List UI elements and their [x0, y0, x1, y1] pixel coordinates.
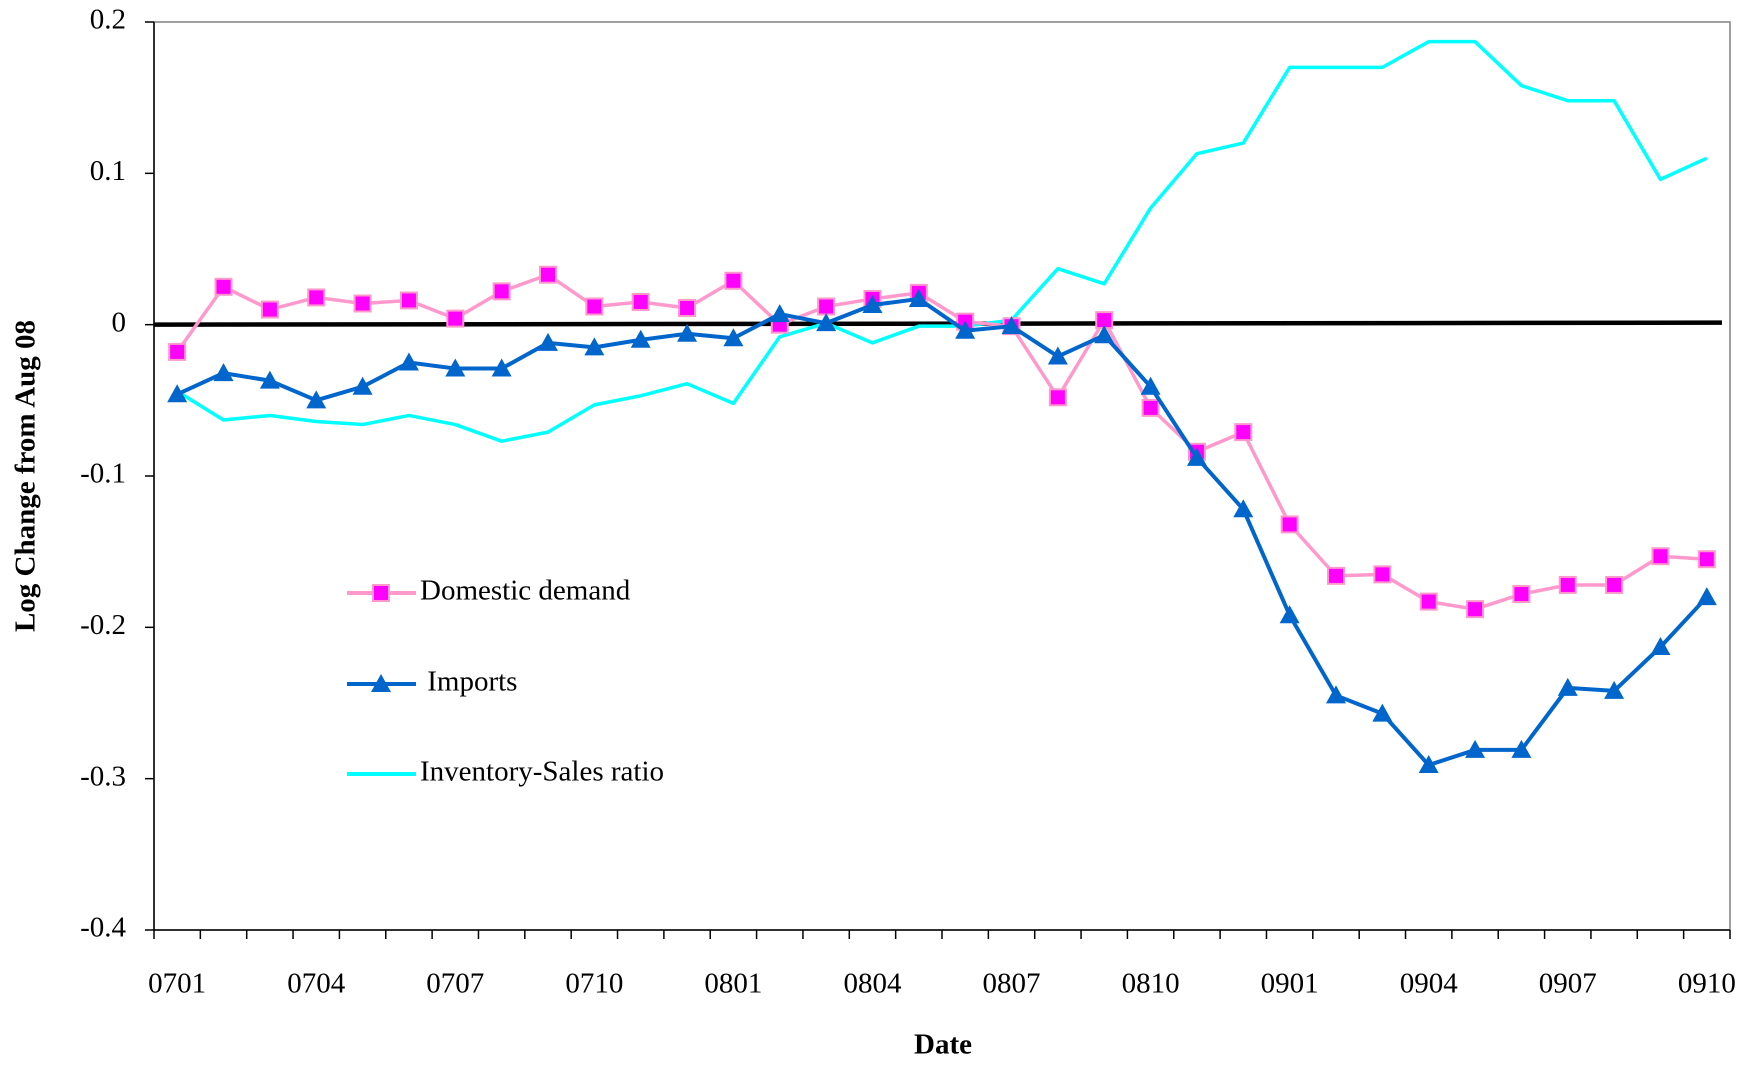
- data-point: [1466, 600, 1485, 619]
- data-point: [1094, 325, 1115, 344]
- data-point: [1557, 677, 1578, 696]
- data-point: [1604, 680, 1625, 699]
- series-line: [176, 296, 1709, 768]
- data-point: [1048, 388, 1067, 407]
- data-point: [1650, 637, 1671, 656]
- data-point: [214, 277, 233, 296]
- data-point: [213, 363, 234, 382]
- data-point: [723, 328, 744, 347]
- y-tick-label: 0: [112, 306, 127, 338]
- data-point: [399, 291, 418, 310]
- x-axis-title: Date: [914, 1029, 972, 1061]
- data-point: [167, 384, 188, 403]
- y-tick-label: 0.1: [90, 155, 126, 187]
- data-point: [353, 294, 372, 313]
- data-point: [352, 376, 373, 395]
- y-tick-label: -0.3: [80, 760, 126, 792]
- data-point: [491, 358, 512, 377]
- x-tick-label: 0810: [1122, 968, 1180, 1000]
- data-point: [862, 294, 883, 313]
- data-point: [769, 304, 790, 323]
- x-tick-label: 0704: [287, 968, 346, 1000]
- data-point: [306, 390, 327, 409]
- x-tick-label: 0801: [704, 968, 762, 1000]
- data-point: [538, 332, 558, 351]
- x-tick-label: 0707: [426, 968, 484, 1000]
- data-point: [584, 337, 605, 356]
- data-point: [816, 313, 837, 332]
- x-tick-label: 0910: [1678, 968, 1736, 1000]
- data-point: [1233, 499, 1254, 518]
- data-point: [724, 271, 743, 290]
- x-tick-label: 0710: [565, 968, 623, 1000]
- data-point: [908, 288, 929, 307]
- data-point: [1186, 447, 1207, 466]
- data-point: [445, 358, 466, 377]
- data-point: [1326, 685, 1346, 704]
- data-point: [677, 323, 698, 342]
- legend-marker: [372, 584, 390, 602]
- series-line: [175, 272, 1707, 611]
- data-point: [678, 299, 697, 318]
- data-point: [1141, 398, 1160, 417]
- legend-label: Domestic demand: [420, 575, 631, 607]
- data-point: [168, 342, 187, 361]
- x-tick-label: 0907: [1539, 968, 1597, 1000]
- y-tick-label: -0.2: [80, 609, 126, 641]
- data-point: [398, 352, 419, 371]
- data-point: [1001, 316, 1022, 335]
- data-point: [817, 297, 836, 316]
- data-point: [492, 282, 511, 301]
- data-point: [630, 329, 651, 348]
- y-tick-label: -0.1: [80, 458, 126, 490]
- data-point: [1651, 547, 1670, 566]
- data-point: [631, 292, 650, 311]
- series-line: [176, 39, 1708, 443]
- x-tick-label: 0901: [1261, 968, 1319, 1000]
- data-point: [1047, 346, 1068, 365]
- x-tick-label: 0804: [843, 968, 902, 1000]
- data-point: [1140, 376, 1161, 395]
- data-point: [1279, 605, 1300, 624]
- zero-line: [153, 320, 1723, 327]
- y-axis-title: Log Change from Aug 08: [10, 320, 42, 632]
- data-point: [1697, 550, 1716, 569]
- data-point: [260, 300, 279, 319]
- data-point: [1418, 755, 1439, 774]
- data-point: [1280, 515, 1299, 534]
- x-tick-label: 0701: [148, 968, 206, 1000]
- y-tick-label: -0.4: [80, 912, 126, 944]
- x-tick-label: 0807: [983, 968, 1041, 1000]
- data-point: [1696, 587, 1717, 606]
- data-point: [1327, 566, 1345, 585]
- data-point: [1511, 739, 1532, 758]
- data-point: [539, 265, 557, 284]
- data-point: [446, 309, 465, 328]
- data-point: [1465, 739, 1486, 758]
- legend-label: Inventory-Sales ratio: [420, 756, 664, 788]
- legend-label: Imports: [420, 666, 517, 698]
- data-point: [585, 297, 604, 316]
- data-point: [1558, 575, 1577, 594]
- data-point: [307, 288, 326, 307]
- data-point: [1512, 585, 1531, 604]
- data-point: [259, 370, 280, 389]
- legend-marker: [371, 674, 391, 692]
- plot-frame: [153, 21, 1731, 931]
- y-tick-label: 0.2: [90, 4, 126, 36]
- data-point: [955, 320, 976, 339]
- data-point: [1373, 565, 1392, 584]
- data-point: [1419, 592, 1438, 611]
- x-tick-label: 0904: [1400, 968, 1459, 1000]
- data-point: [1234, 423, 1253, 442]
- data-point: [1372, 703, 1393, 722]
- data-point: [1605, 575, 1624, 594]
